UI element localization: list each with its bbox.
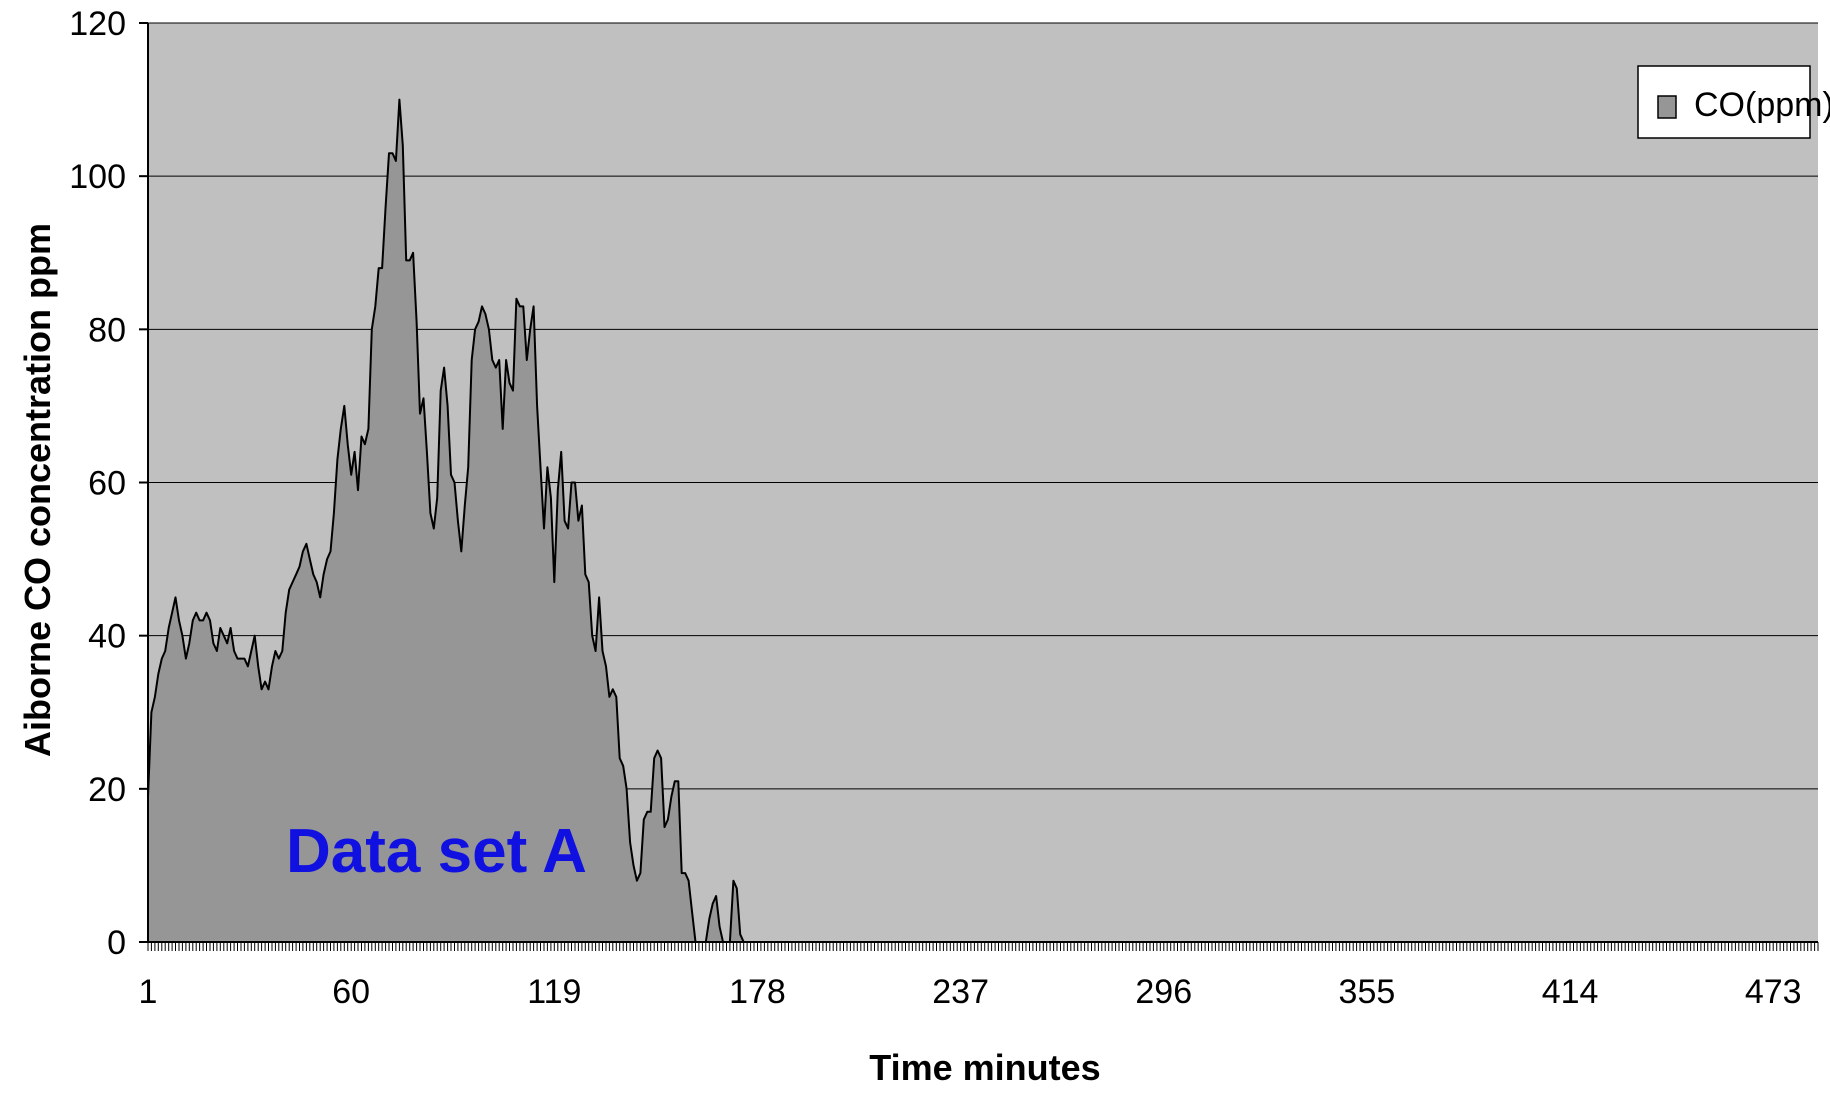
- y-tick-label: 120: [69, 5, 126, 43]
- y-tick-labels: 0 20 40 60 80 100 120: [69, 5, 148, 962]
- y-axis-title: Aiborne CO concentration ppm: [17, 223, 58, 757]
- y-tick-label: 20: [88, 771, 126, 809]
- x-axis-title: Time minutes: [869, 1047, 1100, 1088]
- y-tick-label: 80: [88, 311, 126, 349]
- legend-label-co-ppm: CO(ppm): [1694, 86, 1830, 124]
- y-tick-label: 60: [88, 465, 126, 503]
- x-tick-label: 237: [932, 973, 989, 1011]
- x-tick-label: 119: [527, 973, 581, 1011]
- x-tick-label: 1: [139, 973, 158, 1011]
- x-tick-label: 473: [1745, 973, 1802, 1011]
- y-tick-label: 100: [69, 158, 126, 196]
- x-minor-ticks: [147, 942, 1819, 951]
- x-minor-tick-marks: [147, 942, 1819, 951]
- x-tick-label: 178: [729, 973, 786, 1011]
- x-tick-label: 355: [1339, 973, 1396, 1011]
- legend-swatch: [1657, 95, 1677, 119]
- y-tick-label: 40: [88, 618, 126, 656]
- legend: CO(ppm): [1637, 65, 1830, 139]
- series-area-co-ppm: [148, 99, 823, 943]
- series-line-co-ppm: [147, 98, 823, 943]
- x-tick-label: 414: [1542, 973, 1599, 1011]
- x-tick-label: 296: [1135, 973, 1192, 1011]
- x-tick-labels: 1 60 119 178 237 296 355 414 473: [139, 973, 1802, 1011]
- x-tick-label: 60: [332, 973, 370, 1011]
- y-tick-label: 0: [107, 924, 126, 962]
- data-set-annotation: Data set A: [286, 817, 587, 886]
